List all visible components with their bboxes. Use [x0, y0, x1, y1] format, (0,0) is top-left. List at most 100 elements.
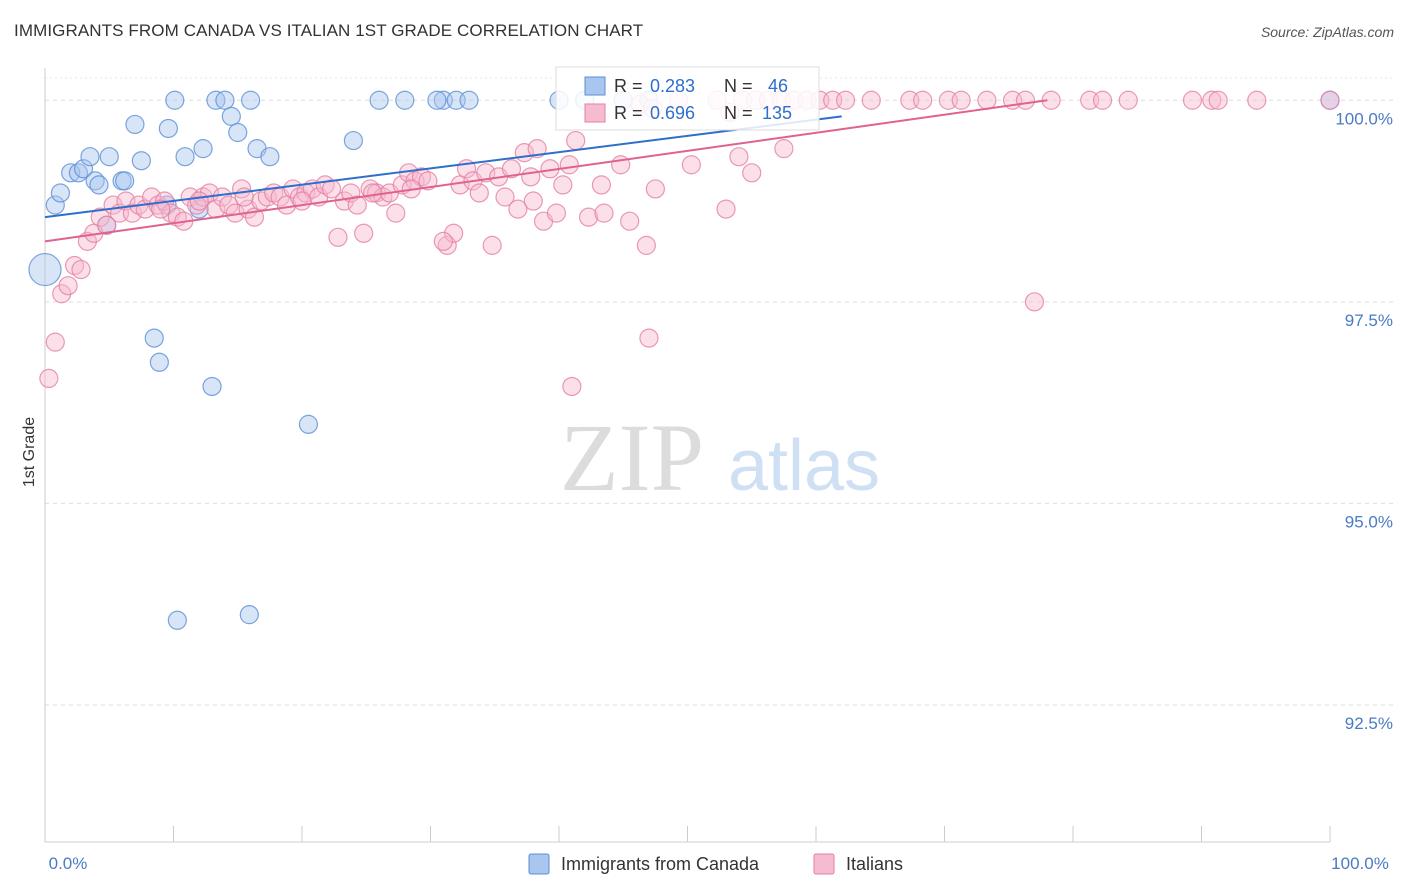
italians-point: [1208, 90, 1228, 110]
y-tick-label: 100.0%: [1335, 109, 1393, 128]
italians-point: [977, 90, 997, 110]
italians-point: [1092, 90, 1113, 110]
italians-point: [523, 191, 543, 211]
italians-point: [469, 183, 489, 203]
chart-title: IMMIGRANTS FROM CANADA VS ITALIAN 1ST GR…: [14, 21, 644, 40]
italians-point: [578, 207, 599, 227]
italians-point: [951, 90, 971, 110]
italians-point: [97, 215, 117, 235]
italians-point: [566, 130, 586, 151]
italians-point: [363, 183, 383, 203]
canada-point: [115, 171, 135, 191]
watermark: ZIP atlas: [560, 404, 880, 511]
y-tick-label: 97.5%: [1345, 311, 1393, 330]
canada-point: [260, 147, 280, 167]
y-tick-labels: 100.0% 97.5% 95.0% 92.5%: [1335, 109, 1393, 733]
italians-point: [591, 175, 612, 195]
y-tick-label: 95.0%: [1345, 512, 1393, 531]
italians-trend-line: [44, 99, 1048, 243]
italians-point: [913, 90, 933, 110]
canada-point: [28, 252, 62, 287]
italians-point: [392, 175, 412, 195]
italians-point: [716, 199, 736, 219]
legend-r-label-canada: R =: [614, 76, 643, 96]
italians-point: [594, 203, 614, 223]
italians-point: [45, 332, 65, 352]
italians-point: [645, 179, 665, 199]
italians-point: [292, 191, 312, 211]
italians-point: [636, 235, 656, 255]
series-legend-label-canada: Immigrants from Canada: [561, 854, 760, 874]
points-layer: [28, 90, 1340, 630]
canada-point: [427, 90, 447, 110]
legend-n-label-italians: N =: [724, 103, 753, 123]
italians-point: [1024, 292, 1045, 312]
canada-point: [343, 130, 363, 151]
italians-point: [835, 90, 856, 110]
italians-point: [553, 175, 573, 195]
italians-point: [1182, 90, 1203, 110]
canada-point: [89, 175, 109, 195]
italians-point: [328, 227, 348, 247]
y-tick-label: 92.5%: [1345, 714, 1393, 733]
canada-point: [99, 147, 119, 167]
legend-r-value-italians: 0.696: [650, 103, 695, 123]
italians-point: [189, 191, 209, 211]
italians-point: [639, 328, 659, 348]
legend-n-value-italians: 135: [762, 103, 792, 123]
italians-point: [729, 147, 749, 167]
canada-point: [80, 147, 100, 167]
italians-point: [1015, 90, 1036, 110]
canada-point: [131, 151, 151, 171]
chart-source: Source: ZipAtlas.com: [1260, 24, 1394, 40]
italians-point: [1320, 90, 1340, 110]
canada-point: [125, 114, 145, 135]
italians-point: [433, 231, 453, 251]
italians-point: [495, 187, 515, 207]
italians-point: [521, 167, 541, 187]
canada-point: [175, 147, 195, 167]
italians-point: [39, 368, 59, 389]
italians-point: [620, 211, 640, 231]
legend-n-label-canada: N =: [724, 76, 753, 96]
legend-swatch-canada: [584, 76, 606, 96]
italians-point: [354, 223, 374, 243]
italians-point: [527, 139, 547, 159]
canada-point: [144, 328, 164, 348]
italians-point: [1118, 90, 1138, 110]
italians-point: [861, 90, 881, 110]
series-legend-swatch-italians: [813, 853, 835, 875]
canada-point: [202, 376, 222, 397]
y-axis-label: 1st Grade: [21, 417, 38, 487]
series-legend-swatch-canada: [528, 853, 550, 875]
italians-point: [546, 203, 567, 223]
legend-swatch-italians: [584, 103, 606, 123]
series-legend: Immigrants from Canada Italians: [528, 853, 903, 875]
italians-point: [151, 199, 171, 219]
canada-point: [61, 163, 81, 183]
canada-point: [167, 610, 187, 630]
italians-point: [774, 139, 794, 159]
x-tick-label-left: 0.0%: [49, 854, 88, 873]
canada-point: [149, 352, 169, 372]
canada-point: [298, 414, 319, 434]
canada-point: [158, 118, 178, 139]
italians-point: [742, 163, 762, 183]
canada-point: [215, 90, 235, 110]
italians-point: [562, 376, 582, 397]
italians-point: [347, 195, 367, 215]
italians-point: [58, 276, 78, 296]
canada-point: [369, 90, 389, 110]
italians-point: [418, 171, 438, 191]
trend-layer: [44, 99, 1048, 243]
canada-trend-line: [44, 115, 842, 219]
canada-point: [45, 195, 65, 215]
canada-point: [239, 605, 259, 625]
italians-point: [386, 203, 406, 223]
canada-point: [50, 183, 71, 203]
italians-point: [476, 163, 496, 183]
correlation-legend: R = 0.283 N = 46 R = 0.696 N = 135: [555, 66, 820, 131]
x-ticks: [44, 826, 1331, 842]
italians-point: [681, 155, 701, 175]
